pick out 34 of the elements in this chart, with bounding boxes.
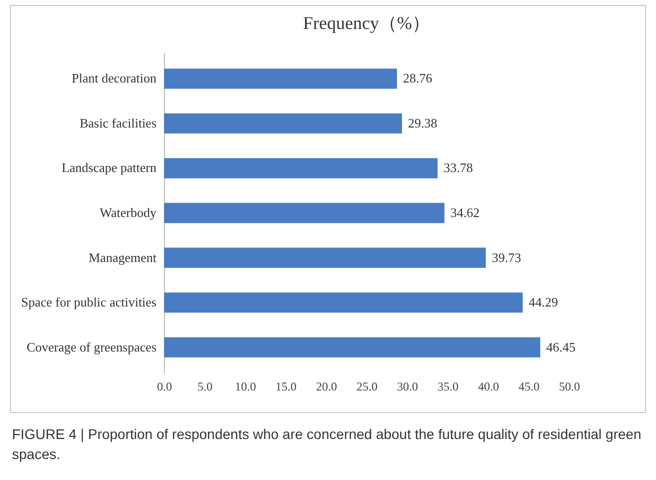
y-tick-label: Landscape pattern [62,160,157,176]
x-tick-label: 25.0 [356,380,378,394]
data-label: 39.73 [492,250,522,265]
data-label: 29.38 [408,115,438,130]
y-tick-label: Space for public activities [21,294,156,310]
x-tick-label: 40.0 [478,380,499,394]
data-label: 28.76 [402,70,433,86]
y-tick-label: Plant decoration [72,70,157,86]
x-tick-label: 50.0 [559,380,580,394]
y-tick-label: Waterbody [100,205,157,220]
bar [164,337,540,358]
bar [164,248,486,268]
x-tick-label: 45.0 [518,380,540,394]
x-tick-label: 35.0 [438,380,458,394]
bar [164,292,523,313]
bar [164,113,402,134]
x-tick-label: 30.0 [397,380,418,394]
x-tick-label: 0.0 [157,380,172,394]
x-tick-label: 15.0 [276,380,296,394]
x-tick-label: 5.0 [198,380,212,394]
x-tick-label: 10.0 [235,380,256,394]
data-label: 33.78 [444,160,473,176]
data-label: 34.62 [450,205,480,220]
caption: FIGURE 4 | Proportion of respondents who are concerned about the future quality of residential green spaces. [12,425,642,464]
y-tick-label: Coverage of greenspaces [26,339,156,354]
data-label: 46.45 [546,339,576,354]
y-tick-label: Basic facilities [80,115,156,130]
chart-title: Frequency（%） [303,13,430,33]
x-tick-label: 20.0 [316,380,337,394]
bar [164,158,438,178]
y-tick-label: Management [88,250,157,265]
bar [164,68,397,89]
data-label: 44.29 [528,294,558,310]
bar [164,202,444,224]
